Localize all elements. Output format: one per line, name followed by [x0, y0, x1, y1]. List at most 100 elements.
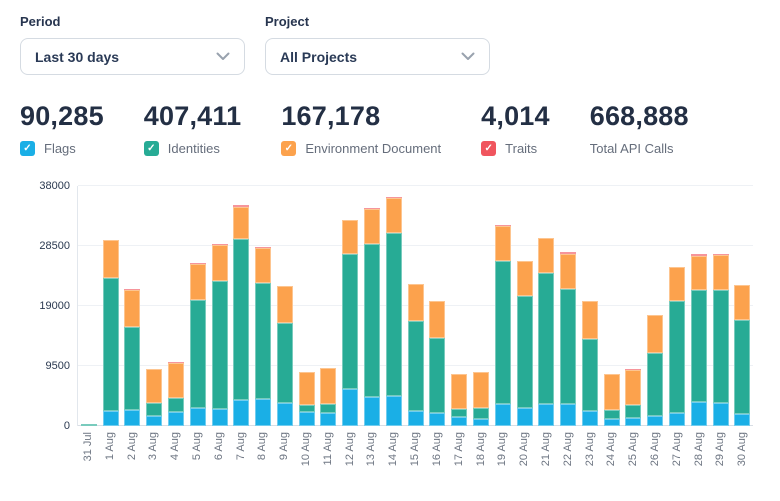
bar-column[interactable]	[296, 186, 318, 426]
identities-segment	[385, 232, 402, 397]
stacked-bar[interactable]	[364, 207, 381, 426]
stacked-bar[interactable]	[429, 300, 446, 426]
stacked-bar[interactable]	[211, 244, 228, 426]
identities-checkbox[interactable]: ✓	[143, 141, 159, 156]
bar-column[interactable]	[644, 186, 666, 426]
bar-column[interactable]	[230, 186, 252, 426]
stat-block: 167,178 ✓ Environment Document	[281, 101, 441, 156]
bar-column[interactable]	[514, 186, 536, 426]
x-axis-label: 24 Aug	[605, 432, 618, 467]
x-axis-label: 5 Aug	[190, 432, 203, 461]
stacked-bar[interactable]	[102, 239, 119, 426]
project-select[interactable]: All Projects	[265, 38, 490, 75]
stacked-bar[interactable]	[298, 372, 315, 426]
stacked-bar[interactable]	[690, 253, 707, 426]
stacked-bar[interactable]	[668, 267, 685, 426]
stacked-bar[interactable]	[255, 247, 272, 426]
environment-document-segment	[690, 256, 707, 291]
bar-column[interactable]	[318, 186, 340, 426]
stacked-bar[interactable]	[385, 197, 402, 426]
bar-column[interactable]	[535, 186, 557, 426]
traits-segment	[647, 314, 664, 316]
bar-column[interactable]	[579, 186, 601, 426]
stacked-bar[interactable]	[168, 362, 185, 426]
x-axis-label: 3 Aug	[147, 432, 160, 461]
period-control: Period Last 30 days	[20, 14, 245, 75]
identities-segment	[146, 403, 163, 416]
bar-column[interactable]	[274, 186, 296, 426]
bar-column[interactable]	[361, 186, 383, 426]
flags-segment	[233, 400, 250, 426]
bar-column[interactable]	[405, 186, 427, 426]
bar-column[interactable]	[252, 186, 274, 426]
identities-segment	[734, 319, 751, 414]
stacked-bar[interactable]	[625, 368, 642, 426]
period-select[interactable]: Last 30 days	[20, 38, 245, 75]
bar-column[interactable]	[78, 186, 100, 426]
bar-column[interactable]	[427, 186, 449, 426]
traits-checkbox[interactable]: ✓	[481, 141, 497, 156]
stacked-bar[interactable]	[734, 285, 751, 426]
stacked-bar[interactable]	[560, 252, 577, 426]
environment-document-checkbox[interactable]: ✓	[281, 141, 297, 156]
flags-checkbox[interactable]: ✓	[20, 141, 35, 156]
bar-column[interactable]	[492, 186, 514, 426]
identities-segment	[276, 323, 293, 403]
environment-document-segment	[603, 373, 620, 411]
stacked-bar[interactable]	[342, 220, 359, 426]
stat-value: 407,411	[143, 101, 242, 131]
stat-label: Identities	[167, 141, 220, 156]
environment-document-segment	[407, 283, 424, 321]
environment-document-segment	[516, 260, 533, 297]
bar-column[interactable]	[448, 186, 470, 426]
bar-column[interactable]	[666, 186, 688, 426]
bar-column[interactable]	[710, 186, 732, 426]
bar-column[interactable]	[143, 186, 165, 426]
stacked-bar[interactable]	[320, 367, 337, 426]
stacked-bar[interactable]	[80, 424, 97, 426]
bar-column[interactable]	[623, 186, 645, 426]
bar-column[interactable]	[731, 186, 753, 426]
stacked-bar[interactable]	[581, 301, 598, 426]
flags-segment	[102, 410, 119, 426]
x-axis-label: 13 Aug	[365, 432, 378, 467]
traits-segment	[364, 207, 381, 209]
environment-document-segment	[233, 206, 250, 239]
bar-column[interactable]	[339, 186, 361, 426]
stacked-bar[interactable]	[189, 263, 206, 426]
x-axis-label: 19 Aug	[496, 432, 509, 467]
stacked-bar[interactable]	[451, 373, 468, 426]
bar-column[interactable]	[601, 186, 623, 426]
bar-column[interactable]	[209, 186, 231, 426]
bar-column[interactable]	[165, 186, 187, 426]
bar-column[interactable]	[557, 186, 579, 426]
bar-column[interactable]	[122, 186, 144, 426]
stacked-bar[interactable]	[276, 286, 293, 426]
stacked-bar[interactable]	[124, 288, 141, 426]
identities-segment	[407, 320, 424, 412]
flags-segment	[189, 407, 206, 426]
flags-segment	[668, 413, 685, 426]
stacked-bar[interactable]	[603, 373, 620, 426]
environment-document-segment	[668, 267, 685, 302]
stacked-bar[interactable]	[647, 314, 664, 426]
environment-document-segment	[581, 301, 598, 339]
identities-segment	[233, 238, 250, 401]
stacked-bar[interactable]	[407, 283, 424, 426]
bar-column[interactable]	[100, 186, 122, 426]
bar-column[interactable]	[688, 186, 710, 426]
bar-column[interactable]	[187, 186, 209, 426]
stacked-bar[interactable]	[233, 204, 250, 426]
bar-column[interactable]	[470, 186, 492, 426]
stat-block: 90,285 ✓ Flags	[20, 101, 104, 156]
stacked-bar[interactable]	[494, 225, 511, 426]
stacked-bar[interactable]	[516, 260, 533, 426]
identities-segment	[80, 424, 97, 426]
bar-column[interactable]	[383, 186, 405, 426]
stacked-bar[interactable]	[472, 372, 489, 426]
stacked-bar[interactable]	[712, 253, 729, 426]
environment-document-segment	[320, 367, 337, 404]
stacked-bar[interactable]	[538, 238, 555, 426]
identities-segment	[124, 326, 141, 411]
stacked-bar[interactable]	[146, 368, 163, 426]
